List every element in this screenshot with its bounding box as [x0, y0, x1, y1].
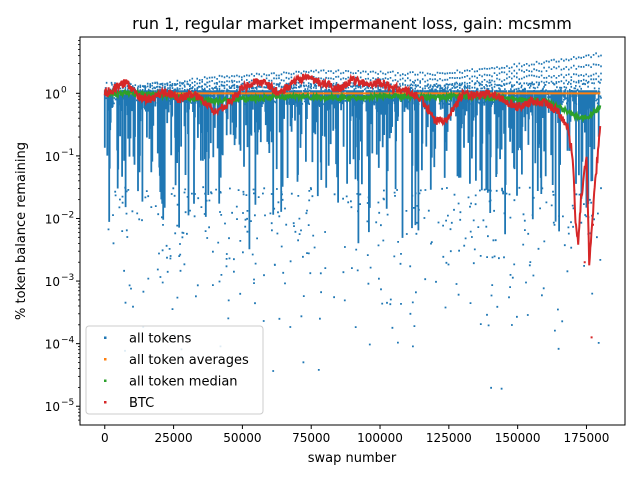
y-tick-label: 10	[45, 150, 60, 164]
legend-marker	[104, 336, 107, 339]
x-tick-label: 150000	[495, 431, 541, 445]
btc-outlier-points	[576, 223, 594, 339]
plot-frame	[79, 36, 626, 426]
y-tick-exponent: −2	[61, 210, 74, 220]
y-tick-label: 10	[45, 338, 60, 352]
btc-line	[103, 72, 602, 266]
x-tick-label: 175000	[564, 431, 610, 445]
x-tick-label: 50000	[223, 431, 261, 445]
y-tick-exponent: −1	[61, 148, 74, 158]
all-token-median-line	[104, 87, 602, 123]
x-tick-label: 100000	[357, 431, 403, 445]
y-tick-exponent: −5	[61, 398, 74, 408]
x-axis-label: swap number	[308, 451, 397, 466]
series-all-token-median	[104, 87, 602, 123]
legend-marker	[104, 379, 107, 382]
y-tick-label: 10	[45, 275, 60, 289]
legend-marker	[104, 401, 107, 404]
x-axis: 0 25000 50000 75000 100000 125000 150000 175000	[101, 425, 609, 445]
chart-title: run 1, regular market impermanent loss, …	[132, 14, 572, 33]
y-tick-exponent: −3	[61, 273, 74, 283]
y-tick-exponent: 0	[61, 85, 67, 95]
x-tick-label: 125000	[426, 431, 472, 445]
y-axis-label: % token balance remaining	[14, 142, 29, 320]
legend-label: all tokens	[129, 332, 192, 347]
legend-label: all token median	[129, 375, 238, 390]
plot-data-layer	[103, 52, 602, 390]
legend-label: all token averages	[129, 353, 249, 368]
legend-box	[85, 325, 264, 415]
legend: all tokens all token averages all token me…	[85, 325, 264, 415]
x-tick-label: 25000	[154, 431, 192, 445]
series-btc	[103, 72, 602, 339]
y-tick-exponent: −4	[61, 336, 75, 346]
x-tick-label: 75000	[292, 431, 330, 445]
x-tick-label: 0	[101, 431, 109, 445]
y-tick-label: 10	[45, 400, 60, 414]
y-tick-label: 10	[45, 212, 60, 226]
y-tick-label: 10	[45, 87, 60, 101]
legend-label: BTC	[129, 396, 154, 411]
legend-marker	[104, 358, 107, 361]
